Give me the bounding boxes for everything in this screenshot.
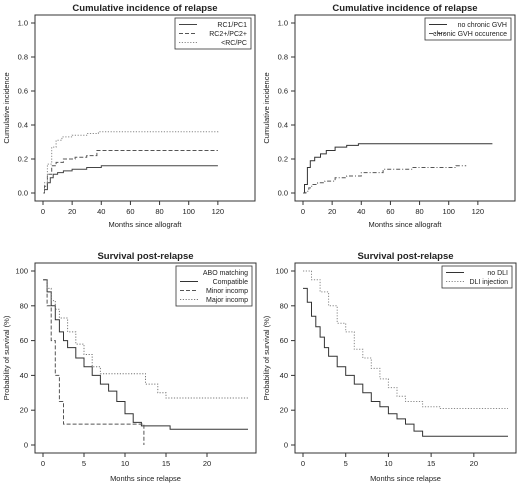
x-tick-label: 120 — [472, 207, 485, 216]
chart-panel-3: Survival post-relapse 0 5 10 15 20 0 20 40 60 80 10… — [2, 251, 257, 483]
y-tick-label: 0.4 — [278, 121, 288, 130]
x-tick-label: 10 — [384, 459, 392, 468]
y-axis-label: Cumulative incidence — [2, 72, 11, 143]
y-tick-label: 0.6 — [18, 87, 28, 96]
series-line-2 — [303, 270, 508, 409]
x-axis-label: Months since allograft — [369, 220, 443, 229]
chart-panel-1: Cumulative incidence of relapse 0 20 40 60 80… — [2, 3, 256, 229]
plot-frame — [294, 262, 517, 454]
legend-label: no chronic GVH — [458, 22, 507, 29]
chart-panel-2: Cumulative incidence of relapse 0 20 40 60 80… — [262, 3, 516, 229]
x-tick-label: 40 — [97, 207, 105, 216]
legend-label: <RC/PC — [221, 40, 247, 47]
legend-title: ABO matching — [203, 270, 248, 277]
x-tick-label: 100 — [442, 207, 455, 216]
y-tick-label: 40 — [20, 371, 28, 380]
legend-box — [441, 265, 513, 289]
y-axis-label: Probability of survival (%) — [2, 315, 11, 400]
x-tick-label: 20 — [203, 459, 211, 468]
y-tick-label: 0.2 — [18, 155, 28, 164]
y-tick-label: 0 — [284, 441, 288, 450]
x-axis-label: Months since allograft — [109, 220, 183, 229]
series-line-2 — [43, 279, 145, 445]
x-tick-label: 60 — [126, 207, 134, 216]
y-tick-label: 80 — [280, 301, 288, 310]
series-line-2 — [303, 165, 467, 194]
y-tick-label: 0.8 — [278, 53, 288, 62]
y-tick-label: 0.4 — [18, 121, 28, 130]
series-line-3 — [43, 130, 219, 194]
chart-title: Cumulative incidence of relapse — [332, 3, 477, 14]
y-tick-label: 0.0 — [18, 189, 28, 198]
chart-title: Survival post-relapse — [357, 251, 453, 262]
legend-label: Major incomp — [206, 297, 248, 304]
y-tick-label: 1.0 — [278, 19, 288, 28]
x-tick-label: 0 — [41, 207, 45, 216]
legend-label: no DLI — [487, 270, 508, 277]
x-axis-label: Months since relapse — [110, 474, 181, 483]
y-tick-label: 0 — [24, 441, 28, 450]
y-tick-label: 0.2 — [278, 155, 288, 164]
legend-label: RC1/PC1 — [217, 22, 247, 29]
y-tick-label: 100 — [15, 267, 28, 276]
legend-box — [424, 17, 512, 41]
x-tick-label: 80 — [415, 207, 423, 216]
series-line-1 — [43, 279, 248, 430]
y-axis-label: Cumulative incidence — [262, 72, 271, 143]
chart-title: Cumulative incidence of relapse — [72, 3, 217, 14]
series-line-1 — [43, 165, 218, 194]
x-tick-label: 10 — [121, 459, 129, 468]
y-tick-label: 20 — [20, 406, 28, 415]
x-tick-label: 5 — [344, 459, 348, 468]
x-tick-label: 0 — [41, 459, 45, 468]
chart-title: Survival post-relapse — [97, 251, 193, 262]
chart-panel-4: Survival post-relapse 0 5 10 15 20 0 20 40 60 80 10… — [262, 251, 517, 483]
legend-label: chronic GVH occurence — [433, 31, 507, 38]
plot-frame — [294, 14, 516, 202]
y-tick-label: 0.6 — [278, 87, 288, 96]
plot-frame — [34, 262, 257, 454]
y-tick-label: 40 — [280, 371, 288, 380]
x-tick-label: 60 — [386, 207, 394, 216]
plot-frame — [34, 14, 256, 202]
y-axis-label: Probability of survival (%) — [262, 315, 271, 400]
x-tick-label: 0 — [301, 207, 305, 216]
x-tick-label: 20 — [328, 207, 336, 216]
x-tick-label: 15 — [162, 459, 170, 468]
legend-label: DLI injection — [469, 279, 508, 286]
y-tick-label: 100 — [275, 267, 288, 276]
x-axis-label: Months since relapse — [370, 474, 441, 483]
x-tick-label: 0 — [301, 459, 305, 468]
y-tick-label: 0.0 — [278, 189, 288, 198]
y-tick-label: 60 — [20, 336, 28, 345]
x-tick-label: 40 — [357, 207, 365, 216]
legend-label: Minor incomp — [206, 288, 248, 295]
x-tick-label: 120 — [212, 207, 225, 216]
series-line-1 — [303, 287, 508, 437]
x-tick-label: 80 — [155, 207, 163, 216]
series-line-2 — [43, 150, 218, 194]
x-tick-label: 100 — [182, 207, 195, 216]
y-tick-label: 20 — [280, 406, 288, 415]
x-tick-label: 5 — [82, 459, 86, 468]
x-tick-label: 20 — [68, 207, 76, 216]
x-tick-label: 20 — [470, 459, 478, 468]
x-tick-label: 15 — [427, 459, 435, 468]
y-tick-label: 80 — [20, 301, 28, 310]
y-tick-label: 1.0 — [18, 19, 28, 28]
series-line-1 — [303, 143, 493, 194]
y-tick-label: 60 — [280, 336, 288, 345]
legend-label: RC2+/PC2+ — [209, 31, 247, 38]
y-tick-label: 0.8 — [18, 53, 28, 62]
legend-label: Compatible — [213, 279, 249, 286]
